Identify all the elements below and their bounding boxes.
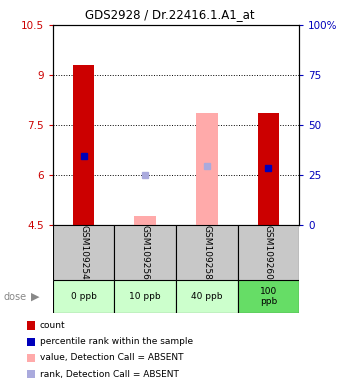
Text: 0 ppb: 0 ppb xyxy=(71,292,97,301)
Bar xyxy=(53,280,114,313)
Text: GSM109258: GSM109258 xyxy=(202,225,211,280)
Text: value, Detection Call = ABSENT: value, Detection Call = ABSENT xyxy=(40,353,183,362)
Text: 10 ppb: 10 ppb xyxy=(129,292,161,301)
Bar xyxy=(114,280,176,313)
Text: dose: dose xyxy=(3,291,27,302)
Bar xyxy=(176,280,238,313)
Text: count: count xyxy=(40,321,65,330)
Text: GDS2928 / Dr.22416.1.A1_at: GDS2928 / Dr.22416.1.A1_at xyxy=(85,8,255,22)
Text: 100
ppb: 100 ppb xyxy=(260,287,277,306)
Bar xyxy=(134,216,156,225)
Text: rank, Detection Call = ABSENT: rank, Detection Call = ABSENT xyxy=(40,369,178,379)
Bar xyxy=(258,113,279,225)
Text: GSM109260: GSM109260 xyxy=(264,225,273,280)
Bar xyxy=(114,225,176,280)
Text: 40 ppb: 40 ppb xyxy=(191,292,222,301)
Text: ▶: ▶ xyxy=(31,291,39,302)
Text: percentile rank within the sample: percentile rank within the sample xyxy=(40,337,193,346)
Bar xyxy=(53,225,114,280)
Text: GSM109254: GSM109254 xyxy=(79,225,88,280)
Bar xyxy=(238,225,299,280)
Bar xyxy=(238,280,299,313)
Bar xyxy=(73,65,94,225)
Bar xyxy=(196,113,218,225)
Bar xyxy=(176,225,238,280)
Text: GSM109256: GSM109256 xyxy=(141,225,150,280)
